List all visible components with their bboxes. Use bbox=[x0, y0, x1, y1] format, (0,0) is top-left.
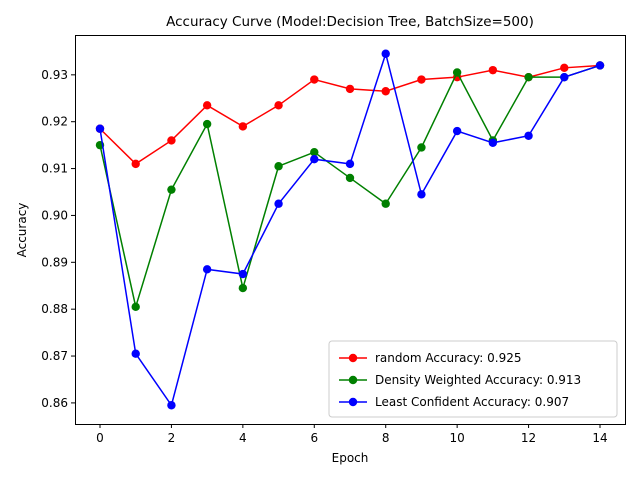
data-point bbox=[381, 87, 390, 96]
y-tick-label: 0.91 bbox=[41, 162, 68, 176]
data-point bbox=[274, 162, 283, 171]
legend-box bbox=[328, 340, 618, 418]
series-line-0 bbox=[99, 64, 601, 165]
data-point bbox=[524, 72, 533, 82]
legend-marker bbox=[348, 353, 358, 363]
x-tick-label: 0 bbox=[96, 431, 104, 445]
data-point bbox=[452, 68, 462, 77]
data-point bbox=[167, 401, 176, 410]
data-point bbox=[167, 185, 176, 194]
y-axis-label: Accuracy bbox=[15, 203, 29, 258]
x-tick-label: 4 bbox=[239, 431, 247, 445]
data-point bbox=[202, 265, 212, 274]
y-axis-ticks: 0.86 0.87 0.88 0.89 0.90 0.91 0.92 0.93 bbox=[41, 68, 75, 410]
legend-entry: Density Weighted Accuracy: 0.913 bbox=[375, 373, 581, 387]
data-point bbox=[452, 126, 462, 136]
y-tick-label: 0.90 bbox=[41, 208, 68, 222]
data-point bbox=[310, 147, 319, 157]
x-axis-ticks: 0 2 4 6 8 10 12 14 bbox=[96, 424, 608, 445]
data-point bbox=[131, 302, 140, 312]
x-tick-label: 10 bbox=[450, 431, 465, 445]
data-point bbox=[417, 190, 426, 199]
data-point bbox=[274, 199, 283, 208]
legend-entry: random Accuracy: 0.925 bbox=[375, 351, 521, 365]
y-tick-label: 0.92 bbox=[41, 115, 68, 129]
data-point bbox=[131, 349, 140, 358]
data-point bbox=[345, 159, 355, 169]
y-tick-label: 0.88 bbox=[41, 302, 68, 316]
data-point bbox=[524, 131, 533, 140]
data-point bbox=[595, 61, 605, 70]
data-point bbox=[560, 63, 569, 73]
data-point bbox=[417, 75, 426, 84]
data-point bbox=[202, 119, 212, 129]
plot-frame bbox=[75, 35, 626, 425]
x-tick-label: 2 bbox=[168, 431, 176, 445]
data-point bbox=[381, 49, 390, 58]
y-tick-label: 0.86 bbox=[41, 396, 68, 410]
x-tick-label: 8 bbox=[382, 431, 390, 445]
data-point bbox=[488, 65, 498, 75]
data-point bbox=[381, 199, 390, 208]
legend-entry: Least Confident Accuracy: 0.907 bbox=[375, 395, 569, 409]
data-point bbox=[202, 101, 212, 110]
data-point bbox=[238, 269, 248, 279]
data-point bbox=[310, 75, 319, 84]
y-tick-label: 0.89 bbox=[41, 255, 68, 269]
legend: random Accuracy: 0.925 Density Weighted A… bbox=[328, 340, 618, 418]
x-tick-label: 6 bbox=[310, 431, 318, 445]
data-point bbox=[131, 159, 140, 169]
chart-title: Accuracy Curve (Model:Decision Tree, Bat… bbox=[166, 14, 534, 30]
data-point bbox=[167, 136, 176, 145]
plot-lines bbox=[95, 49, 605, 410]
y-tick-label: 0.87 bbox=[41, 349, 68, 363]
x-tick-label: 12 bbox=[521, 431, 536, 445]
x-tick-label: 14 bbox=[592, 431, 607, 445]
data-point bbox=[560, 72, 569, 82]
data-point bbox=[488, 138, 498, 147]
data-point bbox=[345, 84, 355, 94]
data-point bbox=[238, 122, 248, 131]
data-point bbox=[310, 154, 319, 164]
legend-marker bbox=[348, 397, 358, 407]
data-point bbox=[95, 124, 105, 133]
data-point bbox=[345, 173, 355, 183]
data-point bbox=[238, 283, 248, 293]
legend-marker bbox=[348, 375, 358, 385]
data-point bbox=[274, 101, 283, 110]
data-point bbox=[417, 143, 426, 152]
series-line-1 bbox=[99, 64, 601, 310]
y-tick-label: 0.93 bbox=[41, 68, 68, 82]
x-axis-label: Epoch bbox=[332, 451, 369, 465]
